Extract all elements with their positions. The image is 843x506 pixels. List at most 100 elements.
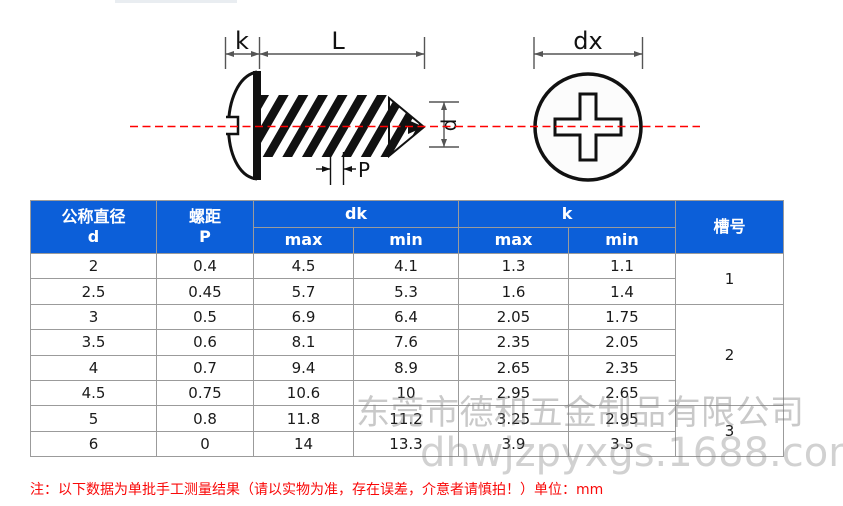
table-row: 4.5 0.75 10.6 10 2.95 2.65: [30, 379, 784, 407]
cell-d: 3: [30, 303, 157, 331]
cell-k-max: 1.6: [458, 278, 569, 305]
cell-dk-min: 6.4: [353, 303, 459, 331]
head-slot-cutout: [219, 116, 237, 135]
cell-p: 0.75: [156, 379, 254, 407]
cell-k-min: 2.95: [567, 405, 677, 432]
cell-k-min: 1.75: [567, 303, 677, 331]
header-dk-max: max: [253, 227, 354, 254]
dim-label-k: k: [235, 27, 249, 55]
cell-k-min: 1.1: [567, 252, 677, 280]
dim-dx-arrow-left: [534, 51, 543, 57]
cell-k-max: 1.3: [458, 252, 569, 280]
dim-dx-arrow-right: [634, 51, 643, 57]
table-row: 3.5 0.6 8.1 7.6 2.35 2.05: [30, 329, 784, 356]
head-slot-notch: [226, 115, 240, 136]
screw-technical-drawing: k L P: [130, 27, 700, 185]
measurement-note: 注：以下数据为单批手工测量结果（请以实物为准，存在误差，介意者请慎拍！）单位：m…: [30, 482, 604, 498]
dim-k-arrow-left: [225, 51, 234, 57]
cell-dk-min: 5.3: [353, 278, 459, 305]
header-dk: dk: [253, 200, 459, 228]
cell-k-min: 3.5: [567, 430, 677, 458]
cell-k-max: 2.95: [458, 379, 569, 407]
dim-P-arrow-right: [343, 166, 352, 172]
cell-d: 2.5: [30, 278, 157, 305]
header-k: k: [457, 200, 677, 228]
dim-d-arrow-up: [441, 102, 447, 110]
cell-dk-max: 6.9: [253, 303, 354, 331]
cell-p: 0.4: [156, 252, 254, 280]
dim-P-arrow-left: [322, 166, 331, 172]
cell-dk-min: 8.9: [353, 354, 459, 381]
cell-k-min: 2.65: [567, 379, 677, 407]
header-diameter-symbol: d: [87, 227, 100, 246]
header-slot: 槽号: [675, 200, 785, 254]
cell-p: 0.6: [156, 329, 254, 356]
cell-dk-max: 14: [253, 430, 354, 458]
header-k-min: min: [567, 227, 677, 254]
header-pitch: 螺距 P: [156, 200, 254, 254]
cell-d: 5: [30, 405, 157, 432]
header-diameter: 公称直径 d: [30, 200, 157, 254]
cell-d: 4: [30, 354, 157, 381]
header-k-max: max: [458, 227, 569, 254]
header-pitch-label: 螺距: [188, 207, 221, 226]
cell-d: 3.5: [30, 329, 157, 356]
cell-dk-max: 11.8: [253, 405, 354, 432]
cell-dk-max: 4.5: [253, 252, 354, 280]
cell-k-max: 2.65: [458, 354, 569, 381]
dim-label-d: d: [437, 119, 461, 132]
cell-k-min: 1.4: [567, 278, 677, 305]
table-row: 2.5 0.45 5.7 5.3 1.6 1.4: [30, 278, 784, 305]
table-row: 6 0 14 13.3 3.9 3.5: [30, 430, 784, 458]
cell-p: 0.7: [156, 354, 254, 381]
dim-k-arrow-right: [251, 51, 260, 57]
cell-dk-max: 10.6: [253, 379, 354, 407]
cell-dk-min: 4.1: [353, 252, 459, 280]
table-row: 5 0.8 11.8 11.2 3.25 2.95 3: [30, 405, 785, 458]
top-crop-line: [115, 0, 237, 3]
dim-dx: [533, 37, 644, 69]
cell-dk-min: 11.2: [353, 405, 459, 432]
table-row: 3 0.5 6.9 6.4 2.05 1.75 2: [30, 303, 785, 407]
dim-L: [259, 37, 426, 69]
cell-dk-min: 7.6: [353, 329, 459, 356]
cell-k-max: 2.35: [458, 329, 569, 356]
cell-slot-group-1: 1: [675, 253, 785, 305]
dim-d-arrow-down: [441, 139, 447, 147]
cell-k-min: 2.35: [567, 354, 677, 381]
cell-slot-group-2: 2: [675, 303, 785, 407]
cell-p: 0.8: [156, 405, 254, 432]
header-pitch-symbol: P: [199, 227, 211, 246]
cell-d: 4.5: [30, 379, 157, 407]
table-row: 4 0.7 9.4 8.9 2.65 2.35: [30, 354, 784, 381]
cell-dk-max: 9.4: [253, 354, 354, 381]
cell-d: 6: [30, 430, 157, 458]
header-row-1: 公称直径 d 螺距 P dk k 槽号: [30, 200, 785, 254]
header-diameter-label: 公称直径: [61, 207, 126, 226]
dim-L-arrow-right: [416, 51, 425, 57]
dim-label-L: L: [331, 27, 345, 55]
dim-label-P: P: [358, 158, 370, 182]
cell-k-max: 3.9: [458, 430, 569, 458]
cell-p: 0.5: [156, 303, 254, 331]
header-row-2: max min max min: [31, 227, 784, 254]
header-dk-min: min: [353, 227, 459, 254]
screw-head-face: [253, 71, 261, 180]
spec-table: 公称直径 d 螺距 P dk k 槽号 max min max min 2: [30, 200, 785, 458]
cell-dk-min: 13.3: [353, 430, 459, 458]
cell-p: 0: [156, 430, 254, 458]
cell-dk-min: 10: [353, 379, 459, 407]
cell-dk-max: 5.7: [253, 278, 354, 305]
table-row: 2 0.4 4.5 4.1 1.3 1.1 1: [30, 252, 785, 305]
dim-label-dx: dx: [573, 27, 602, 55]
cell-k-max: 3.25: [458, 405, 569, 432]
cell-dk-max: 8.1: [253, 329, 354, 356]
cell-d: 2: [30, 252, 157, 280]
screw-tip-point: [408, 120, 424, 134]
cell-slot-group-3: 3: [675, 405, 785, 458]
cell-k-max: 2.05: [458, 303, 569, 331]
dim-L-arrow-left: [259, 51, 268, 57]
cell-k-min: 2.05: [567, 329, 677, 356]
cell-p: 0.45: [156, 278, 254, 305]
